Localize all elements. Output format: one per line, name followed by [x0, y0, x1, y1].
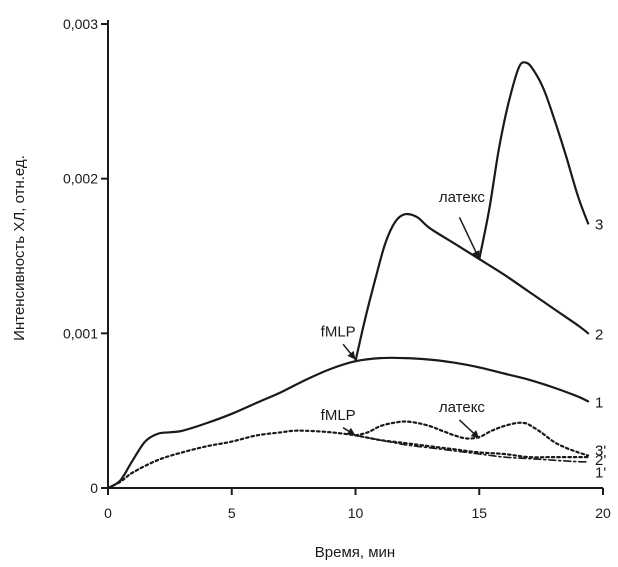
y-tick-label: 0,003: [63, 16, 98, 32]
annotation-arrows: [342, 217, 480, 440]
x-tick-label: 15: [471, 505, 487, 521]
x-tick-label: 0: [104, 505, 112, 521]
ticks: 0 0,001 0,002 0,003 0 5 10 15 20: [63, 16, 611, 521]
series-label: 1': [595, 465, 606, 482]
x-tick-label: 20: [595, 505, 611, 521]
annotation-label: латекс: [439, 189, 486, 206]
series-labels: 1 2 3 1'2'3': [595, 217, 606, 482]
annotation-label: fMLP: [321, 407, 356, 424]
annotation-label: латекс: [439, 399, 486, 416]
y-axis-title: Интенсивность ХЛ, отн.ед.: [11, 155, 28, 341]
x-tick-label: 10: [348, 505, 364, 521]
series-label: 3: [595, 217, 603, 234]
annotations: fMLP латекс fMLP латекс: [321, 189, 486, 424]
series-label: 1: [595, 394, 603, 411]
series-line: [354, 212, 590, 363]
arrow-head: [470, 430, 480, 439]
x-tick-label: 5: [228, 505, 236, 521]
x-axis-title: Время, мин: [315, 544, 395, 561]
arrow-head: [472, 250, 480, 260]
series-label: 2': [595, 452, 606, 469]
y-tick-label: 0,001: [63, 325, 98, 341]
series-line: [478, 61, 590, 261]
series-line: [106, 429, 590, 490]
series-label: 3': [595, 443, 606, 460]
series-line: [354, 434, 589, 463]
y-tick-label: 0: [90, 480, 98, 496]
series-lines: [106, 61, 590, 490]
arrow-head: [346, 427, 356, 436]
series-label: 2: [595, 326, 603, 343]
series-line: [354, 420, 590, 457]
y-tick-label: 0,002: [63, 171, 98, 187]
series-line: [106, 356, 590, 490]
arrow-head: [347, 350, 356, 360]
annotation-label: fMLP: [321, 323, 356, 340]
